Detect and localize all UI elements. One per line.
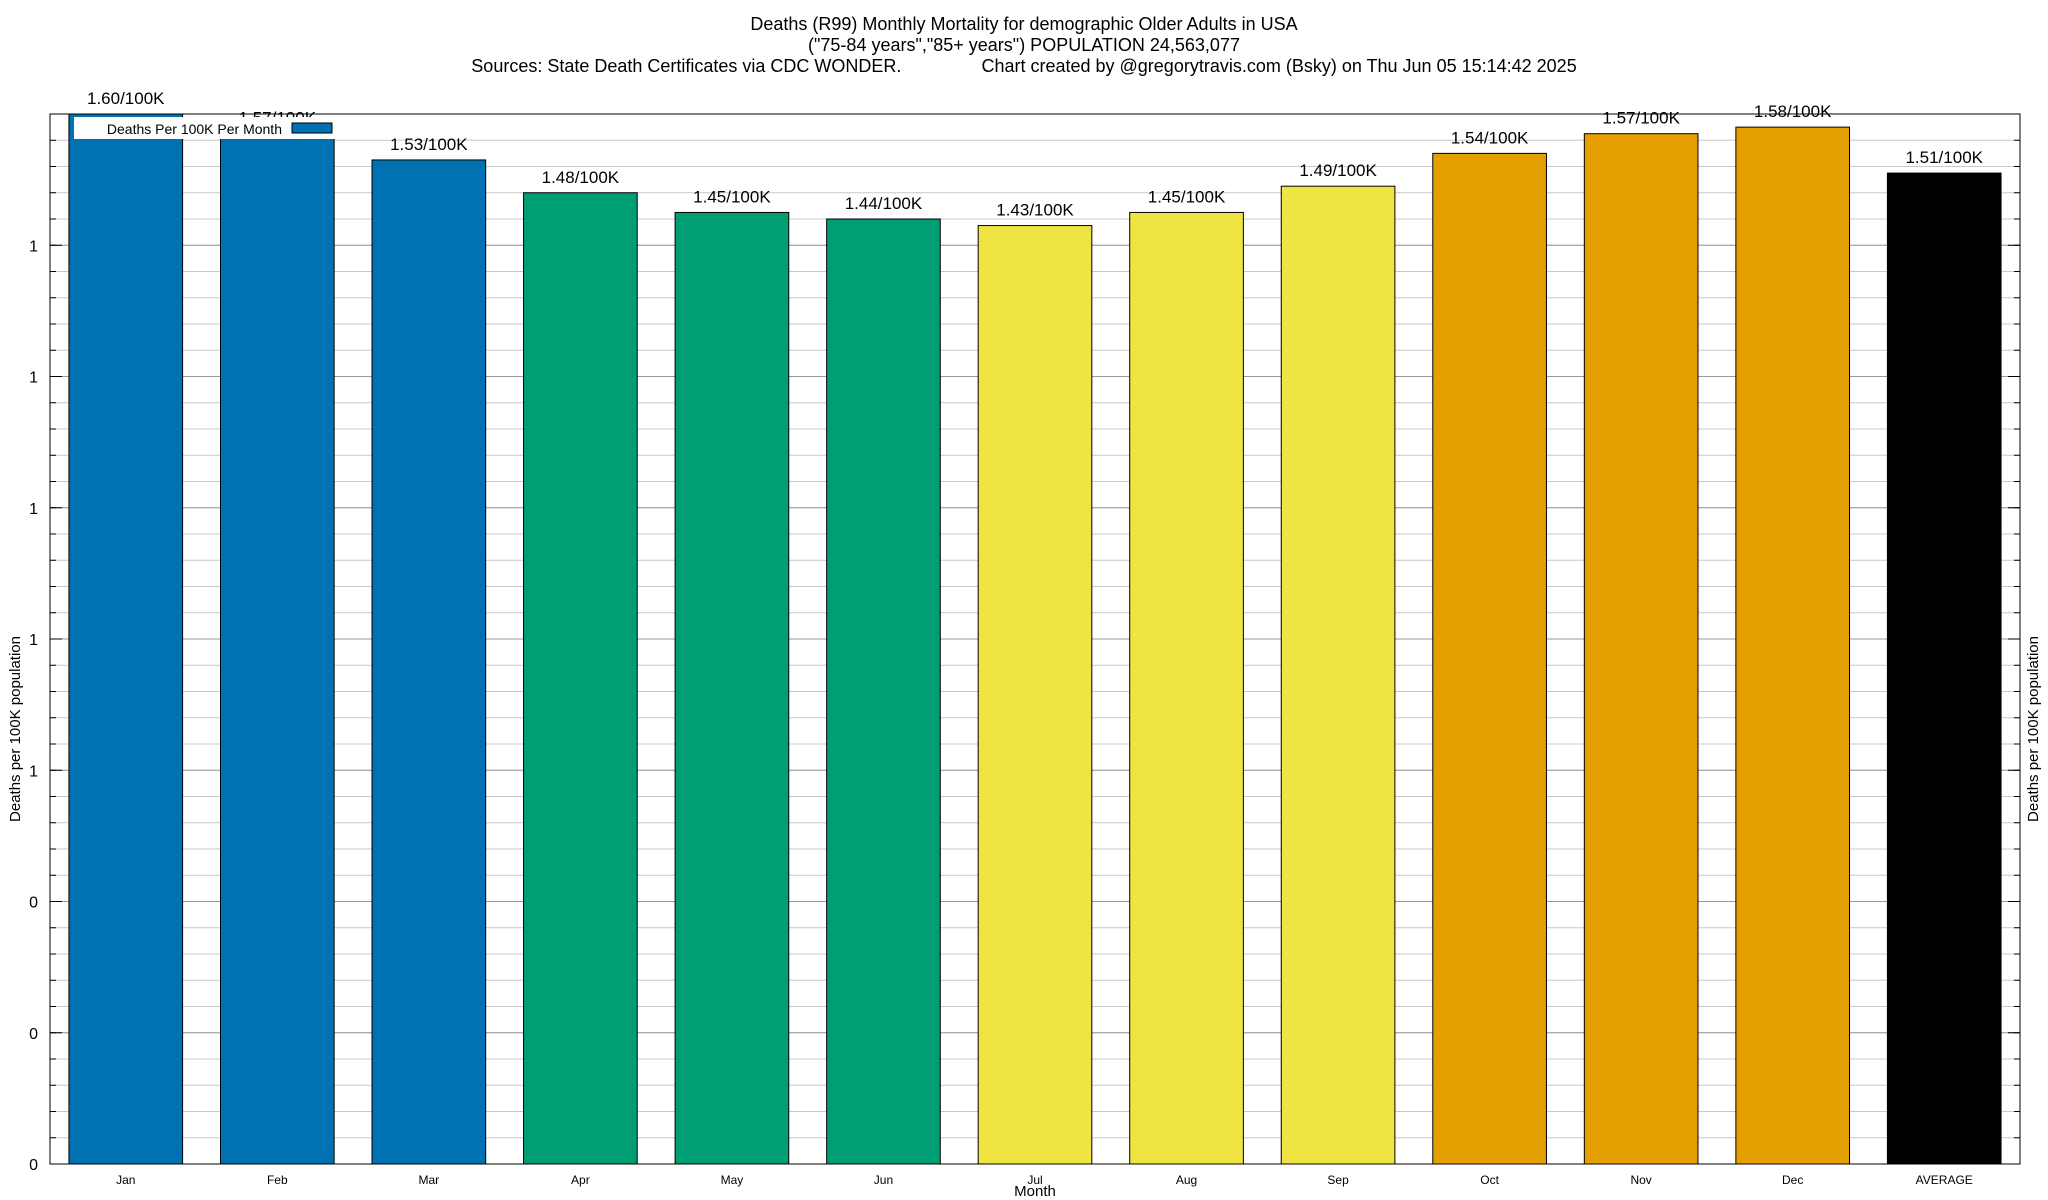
- x-tick-label: Sep: [1327, 1173, 1349, 1187]
- legend-box: [74, 117, 338, 139]
- data-label: 1.45/100K: [693, 187, 771, 206]
- data-label: 1.44/100K: [845, 194, 923, 213]
- bar-mar: [371, 159, 487, 1165]
- data-label: 1.49/100K: [1299, 161, 1377, 180]
- credit-text: Chart created by @gregorytravis.com (Bsk…: [981, 56, 1577, 76]
- data-label: 1.58/100K: [1754, 102, 1832, 121]
- y-tick-label: 1: [29, 370, 38, 387]
- x-tick-label: Dec: [1782, 1173, 1803, 1187]
- legend-swatch: [291, 122, 333, 134]
- x-tick-label: Jul: [1027, 1173, 1042, 1187]
- bar-may: [674, 211, 790, 1165]
- x-tick-label: May: [721, 1173, 744, 1187]
- x-tick-label: Feb: [267, 1173, 288, 1187]
- data-label: 1.60/100K: [87, 89, 165, 108]
- bar-jul: [977, 225, 1093, 1165]
- y-tick-label: 1: [29, 632, 38, 649]
- data-label: 1.57/100K: [1602, 109, 1680, 128]
- bar-oct: [1432, 152, 1547, 1165]
- bar-feb: [219, 133, 335, 1165]
- x-tick-label: Aug: [1176, 1173, 1197, 1187]
- y-tick-label: 0: [29, 1157, 38, 1174]
- bars: [68, 113, 2002, 1165]
- data-labels: 1.60/100K 1.57/100K 1.53/100K 1.48/100K 1.45…: [87, 89, 1984, 220]
- legend: Deaths Per 100K Per Month: [74, 117, 338, 139]
- bar-apr: [523, 192, 638, 1165]
- y-tick-label: 1: [29, 238, 38, 255]
- y-tick-label: 0: [29, 895, 38, 912]
- chart-subtitle: ("75-84 years","85+ years") POPULATION 2…: [808, 35, 1240, 55]
- axes: 0 0 0 1 1 1 1 1 Jan Feb Mar Apr May Jun Jul Aug Sep Oct No…: [29, 139, 2020, 1187]
- y-tick-label: 1: [29, 501, 38, 518]
- data-label: 1.45/100K: [1148, 187, 1226, 206]
- bar-jan: [68, 113, 184, 1165]
- legend-label: Deaths Per 100K Per Month: [107, 121, 282, 137]
- x-tick-label: Jan: [116, 1173, 135, 1187]
- bar-aug: [1129, 211, 1244, 1165]
- sources-text: Sources: State Death Certificates via CD…: [471, 56, 902, 76]
- bar-nov: [1583, 133, 1699, 1165]
- bar-dec: [1735, 126, 1851, 1165]
- chart-title: Deaths (R99) Monthly Mortality for demog…: [750, 14, 1298, 34]
- y-axis-title: Deaths per 100K population: [7, 636, 24, 822]
- chart-title-block: Deaths (R99) Monthly Mortality for demog…: [0, 14, 2048, 77]
- bar-average: [1886, 172, 2002, 1165]
- data-label: 1.43/100K: [996, 201, 1074, 220]
- y-tick-label: 0: [29, 1026, 38, 1043]
- y2-axis-title: Deaths per 100K population: [2025, 636, 2042, 822]
- y-tick-label: 1: [29, 763, 38, 780]
- bar-jun: [826, 218, 941, 1165]
- x-tick-label: Jun: [874, 1173, 893, 1187]
- x-tick-label: Apr: [571, 1173, 590, 1187]
- x-tick-label: Nov: [1630, 1173, 1651, 1187]
- x-axis-title: Month: [1014, 1183, 1056, 1200]
- x-tick-label: AVERAGE: [1916, 1173, 1973, 1187]
- data-label: 1.53/100K: [390, 135, 468, 154]
- x-tick-label: Mar: [419, 1173, 440, 1187]
- chart-sources-line: Sources: State Death Certificates via CD…: [0, 56, 2048, 77]
- x-tick-label: Oct: [1480, 1173, 1499, 1187]
- data-label: 1.51/100K: [1905, 148, 1983, 167]
- bar-sep: [1280, 185, 1396, 1165]
- data-label: 1.48/100K: [542, 168, 620, 187]
- data-label: 1.54/100K: [1451, 128, 1529, 147]
